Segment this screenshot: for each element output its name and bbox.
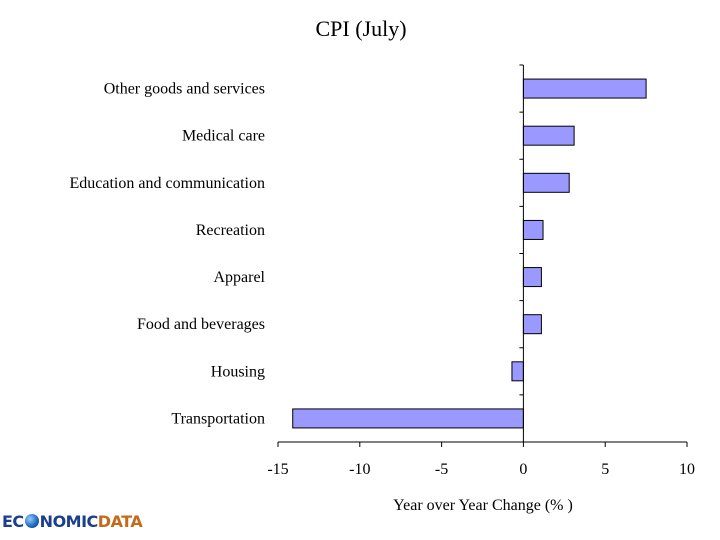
category-label-1: Medical care xyxy=(182,128,265,145)
x-tick-label-3: 0 xyxy=(519,461,527,478)
bar-1 xyxy=(522,125,575,146)
x-tick-label-2: -5 xyxy=(435,461,448,478)
category-label-5: Food and beverages xyxy=(137,316,265,333)
x-tick-label-5: 10 xyxy=(679,461,695,478)
bars-group xyxy=(292,78,647,429)
x-tick-label-1: -10 xyxy=(349,461,370,478)
bar-0 xyxy=(522,78,647,99)
category-label-7: Transportation xyxy=(171,410,265,427)
bar-6 xyxy=(511,361,524,382)
bar-7 xyxy=(292,408,524,429)
x-axis-title: Year over Year Change (% ) xyxy=(393,497,573,514)
category-label-4: Apparel xyxy=(213,269,265,286)
globe-icon xyxy=(24,514,39,528)
chart-title: CPI (July) xyxy=(315,16,406,41)
bar-4 xyxy=(522,267,542,288)
bar-5 xyxy=(522,314,542,335)
axes-group xyxy=(277,64,688,447)
category-labels: Other goods and services Medical care Educ… xyxy=(70,81,266,428)
category-label-6: Housing xyxy=(211,363,265,380)
economicdata-logo: EC NOMICDATA xyxy=(2,512,143,531)
category-label-3: Recreation xyxy=(196,222,265,239)
bar-3 xyxy=(522,219,544,240)
bar-2 xyxy=(522,172,570,193)
x-tick-label-4: 5 xyxy=(601,461,609,478)
logo-text-ec: EC xyxy=(2,512,24,531)
x-tick-labels: -15 -10 -5 0 5 10 xyxy=(267,461,695,478)
logo-text-nomic: NOMIC xyxy=(39,512,99,531)
x-tick-label-0: -15 xyxy=(267,461,288,478)
logo-text-data: DATA xyxy=(97,512,143,531)
category-label-2: Education and communication xyxy=(70,175,266,192)
category-label-0: Other goods and services xyxy=(104,81,265,98)
